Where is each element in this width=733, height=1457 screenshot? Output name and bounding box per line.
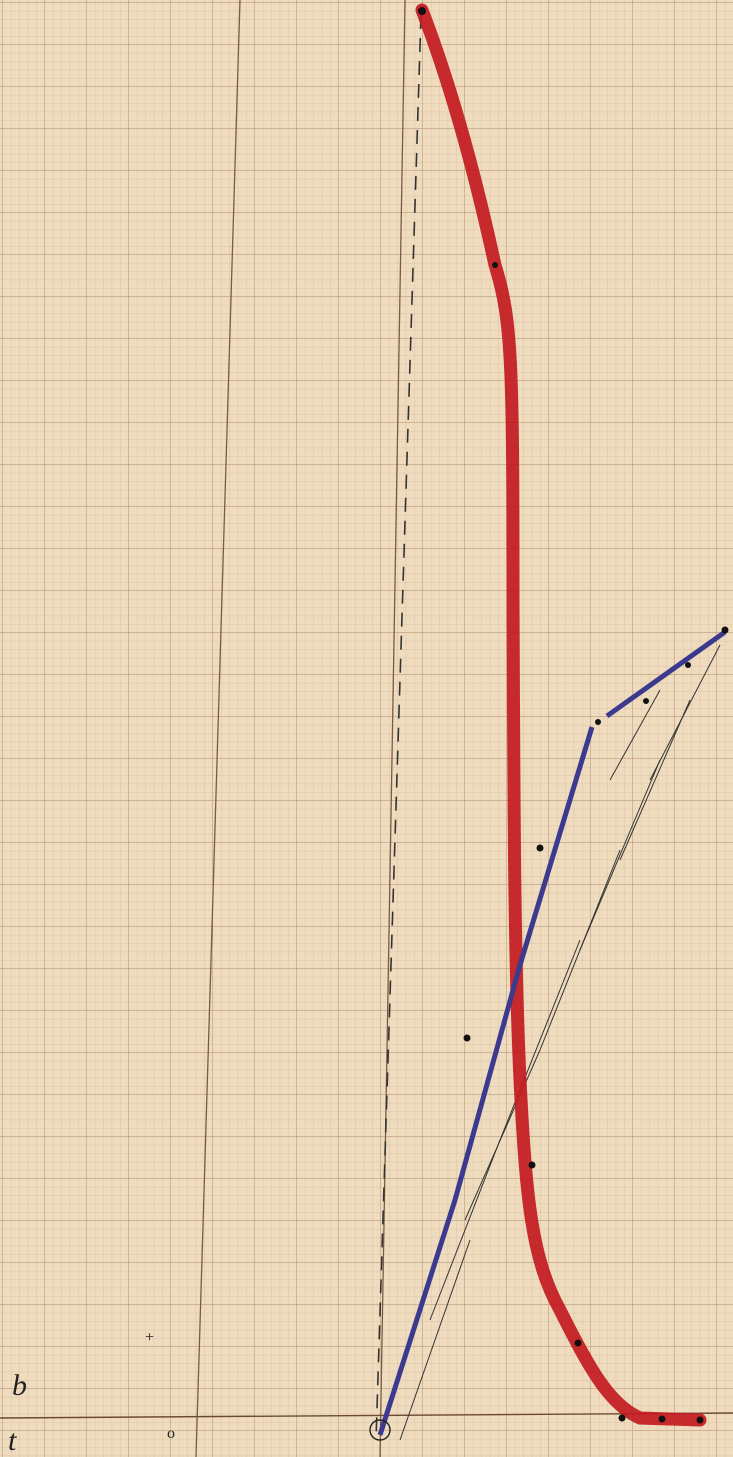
graph-paper: b t o + xyxy=(0,0,733,1457)
label-t: t xyxy=(8,1424,17,1457)
label-b: b xyxy=(12,1369,27,1402)
major-grid xyxy=(0,0,733,1457)
label-o: o xyxy=(167,1425,175,1442)
label-plus: + xyxy=(145,1329,154,1346)
